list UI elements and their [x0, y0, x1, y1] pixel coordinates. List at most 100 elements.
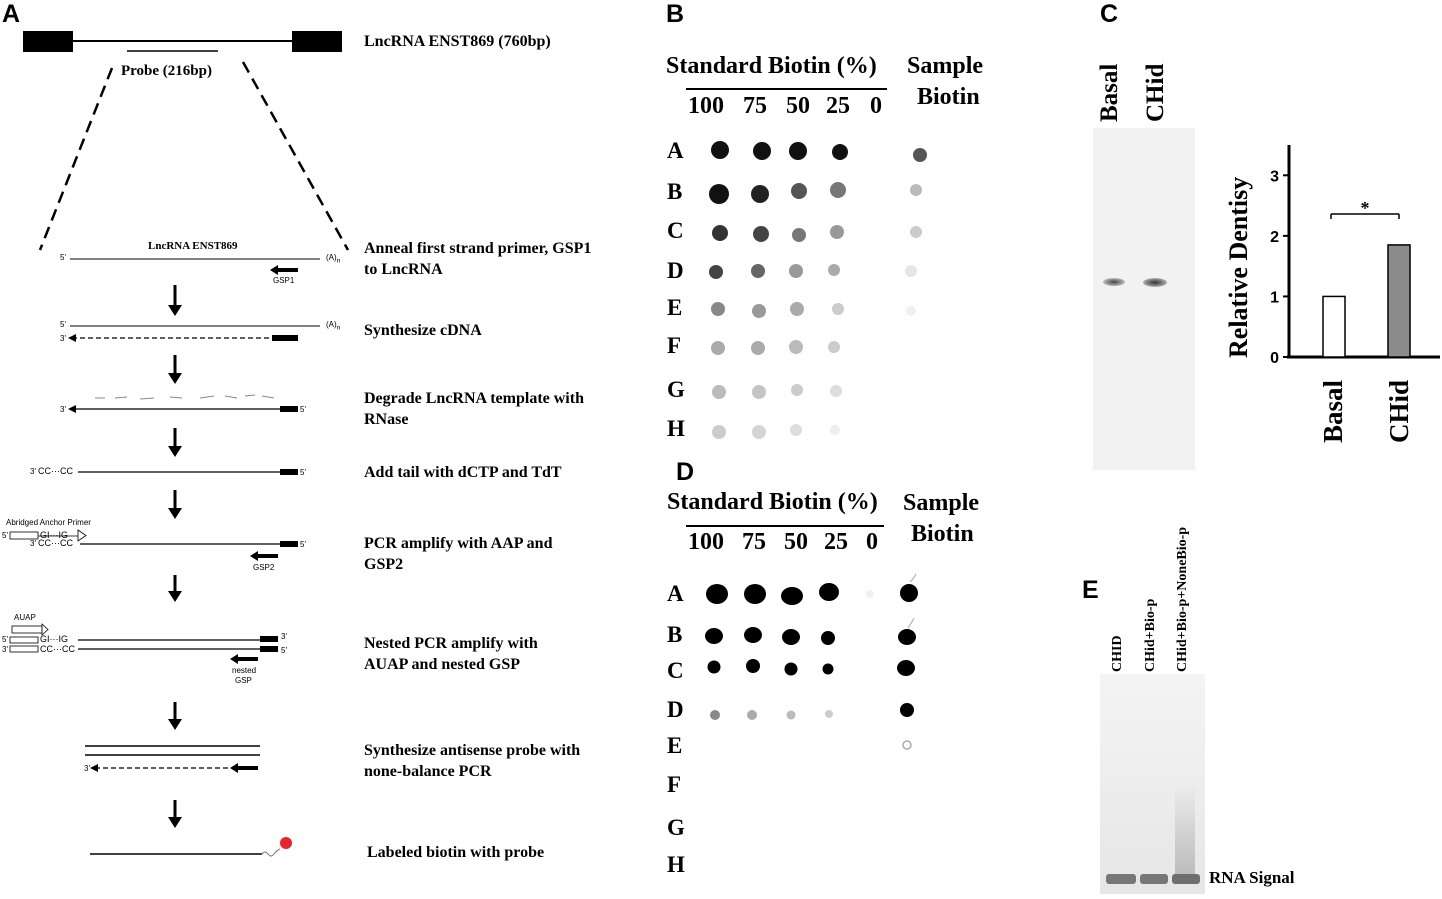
- three-prime-label-2: 3': [60, 334, 66, 343]
- panel-b-row-a: A: [667, 138, 684, 163]
- step-8-text: Labeled biotin with probe: [367, 844, 545, 861]
- panel-c-ylabel: Relative Dentisy: [1224, 176, 1253, 358]
- gsp2-label: GSP2: [253, 563, 275, 572]
- panel-b-col-25: 25: [826, 93, 850, 119]
- panel-b-col-0: 0: [870, 93, 882, 119]
- panel-b-sample-1: Sample: [907, 53, 984, 79]
- nested-label: nested: [232, 666, 257, 675]
- polya-label-2: (A)n: [326, 320, 341, 332]
- five-prime-label-7: 5': [2, 635, 8, 644]
- down-arrow-7: [168, 800, 182, 828]
- panel-c-xtick-basal: Basal: [1318, 379, 1348, 443]
- panel-b-row-h: H: [667, 416, 685, 441]
- five-prime-label-8: 5': [281, 646, 287, 655]
- cc-tail-label: CC···CC: [38, 466, 73, 476]
- step-5-text: PCR amplify with AAP and GSP2: [364, 535, 553, 573]
- five-prime-label-2: 5': [60, 320, 66, 329]
- three-prime-label-8: 3': [84, 764, 90, 773]
- panel-b-header: Standard Biotin (%): [666, 53, 877, 79]
- down-arrow-6: [168, 702, 182, 730]
- panel-e-band-3: [1172, 874, 1200, 884]
- three-prime-label-5: 3': [30, 539, 36, 548]
- panel-d-sample-2: Biotin: [911, 521, 974, 547]
- ytick-label-3: 3: [1270, 168, 1279, 185]
- panel-d-header: Standard Biotin (%): [667, 489, 878, 515]
- panel-b-row-e: E: [667, 295, 683, 320]
- exon-left: [23, 31, 73, 52]
- panel-d-col-100: 100: [688, 529, 724, 555]
- biotin-dot: [280, 837, 292, 849]
- panel-e-smear: [1175, 784, 1195, 874]
- down-arrow-3: [168, 428, 182, 457]
- three-prime-label-3: 3': [60, 405, 66, 414]
- three-prime-label-7: 3': [281, 632, 287, 641]
- panel-c-blot: [1093, 128, 1195, 470]
- zoom-line-left: [38, 67, 114, 251]
- panel-d-header-rule: [686, 525, 884, 527]
- panel-d-col-25: 25: [824, 529, 848, 555]
- panel-a-letter: A: [2, 0, 21, 28]
- nested-gsp-arrow: [230, 654, 258, 664]
- cc-tail-label-2: CC···CC: [38, 538, 73, 548]
- panel-e-band-1: [1106, 874, 1136, 884]
- panel-b-header-rule: [686, 88, 887, 90]
- panel-b-row-c: C: [667, 218, 684, 243]
- down-arrow-2: [168, 355, 182, 384]
- three-prime-label-6: 3': [2, 645, 8, 654]
- panel-e-gel: [1100, 674, 1205, 894]
- gsp1-label: GSP1: [273, 276, 295, 285]
- exon-right: [292, 31, 342, 52]
- panel-e-band-2: [1140, 874, 1168, 884]
- panel-d-row-h: H: [667, 852, 685, 877]
- panel-c-band-chid: [1143, 278, 1167, 287]
- panel-e-signal-label: RNA Signal: [1209, 868, 1295, 887]
- gsp1-arrow: [270, 265, 298, 275]
- five-prime-label-3: 5': [300, 405, 306, 414]
- step-2-text: Synthesize cDNA: [364, 322, 482, 339]
- panel-d-row-a: A: [667, 581, 684, 606]
- down-arrow-1: [168, 285, 182, 316]
- step-7-text: Synthesize antisense probe with none-bal…: [364, 742, 581, 780]
- panel-d-row-g: G: [667, 815, 685, 840]
- panel-e-lane-1: CHID: [1110, 635, 1125, 672]
- five-prime-label-5: 5': [2, 531, 8, 540]
- gi-ig-label: GI···IG: [40, 530, 68, 540]
- panel-b-letter: B: [666, 0, 685, 28]
- panel-b-row-b: B: [667, 179, 683, 204]
- step-1-text: Anneal first strand primer, GSP1 to LncR…: [364, 240, 592, 278]
- cc-tail-label-3: CC···CC: [40, 644, 75, 654]
- anchor-primer-label: Abridged Anchor Primer: [6, 518, 91, 527]
- panel-b-row-f: F: [667, 333, 682, 358]
- auap-label: AUAP: [14, 613, 36, 622]
- panel-d-row-f: F: [667, 772, 682, 797]
- panel-e-lane-3: CHid+Bio-p+NoneBio-p: [1175, 526, 1190, 672]
- three-prime-label-4: 3': [30, 467, 36, 476]
- five-prime-label-4: 5': [300, 468, 306, 477]
- panel-b-col-75: 75: [743, 93, 767, 119]
- bar-basal: [1322, 295, 1346, 358]
- gsp2-arrow: [250, 551, 278, 561]
- probe-label: Probe (216bp): [121, 63, 212, 79]
- step-4-text: Add tail with dCTP and TdT: [364, 464, 562, 481]
- panel-d-col-75: 75: [742, 529, 766, 555]
- down-arrow-5: [168, 575, 182, 602]
- panel-d-row-c: C: [667, 658, 684, 683]
- ytick-label-0: 0: [1270, 350, 1279, 367]
- panel-c-xtick-chid: CHid: [1384, 379, 1414, 443]
- panel-b-col-100: 100: [688, 93, 724, 119]
- bar-chid: [1387, 244, 1411, 358]
- panel-d-col-50: 50: [784, 529, 808, 555]
- gene-label: LncRNA ENST869 (760bp): [364, 33, 551, 50]
- nested-gsp-label: GSP: [235, 676, 252, 685]
- panel-d-row-e: E: [667, 733, 683, 758]
- panel-d-row-b: B: [667, 622, 683, 647]
- step-6-text: Nested PCR amplify with AUAP and nested …: [364, 635, 538, 673]
- panel-c-letter: C: [1100, 0, 1119, 28]
- down-arrow-4: [168, 490, 182, 519]
- panel-c-band-basal: [1103, 278, 1125, 286]
- template-label: LncRNA ENST869: [148, 240, 238, 252]
- panel-d-row-d: D: [667, 697, 684, 722]
- gi-ig-label-2: GI···IG: [40, 634, 68, 644]
- zoom-line-right: [241, 61, 350, 251]
